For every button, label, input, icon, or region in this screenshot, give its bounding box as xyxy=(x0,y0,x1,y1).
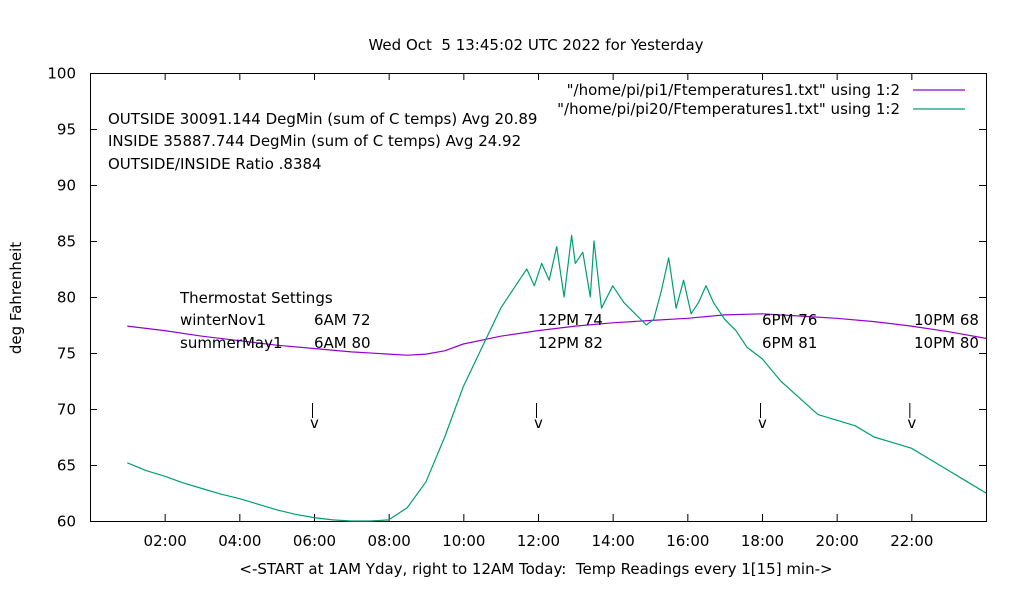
series-line-2 xyxy=(127,234,987,522)
winter-label: winterNov1 xyxy=(180,311,266,329)
x-tick-label-7: 16:00 xyxy=(666,532,709,550)
x-tick-label-0: 02:00 xyxy=(144,532,187,550)
stats-inside: INSIDE 35887.744 DegMin (sum of C temps)… xyxy=(108,132,521,150)
y-tick-label-7: 95 xyxy=(57,121,76,139)
marker-head-0: v xyxy=(310,414,319,432)
summer-setting-6pm: 6PM 81 xyxy=(762,334,817,352)
thermostat-annotation: Thermostat Settings winterNov1 6AM 72 12… xyxy=(179,289,979,352)
y-tick-label-6: 90 xyxy=(57,177,76,195)
x-tick-label-4: 10:00 xyxy=(442,532,485,550)
x-tick-label-6: 14:00 xyxy=(592,532,635,550)
plot-area: 02:00 04:00 06:00 08:00 10:00 12:00 14:00 16:00… xyxy=(47,65,987,550)
y-tick-label-0: 60 xyxy=(57,513,76,531)
x-tick-label-2: 06:00 xyxy=(293,532,336,550)
y-tick-label-8: 100 xyxy=(47,65,76,83)
winter-setting-12pm: 12PM 74 xyxy=(538,311,603,329)
legend-label-series-1: "/home/pi/pi1/Ftemperatures1.txt" using … xyxy=(567,81,900,99)
chart-title: Wed Oct 5 13:45:02 UTC 2022 for Yesterda… xyxy=(368,36,703,54)
winter-setting-6am: 6AM 72 xyxy=(314,311,371,329)
summer-setting-6am: 6AM 80 xyxy=(314,334,371,352)
stats-annotation: OUTSIDE 30091.144 DegMin (sum of C temps… xyxy=(108,110,537,173)
summer-setting-10pm: 10PM 80 xyxy=(914,334,979,352)
y-tick-label-3: 75 xyxy=(57,345,76,363)
winter-setting-6pm: 6PM 76 xyxy=(762,311,817,329)
marker-head-2: v xyxy=(758,414,767,432)
x-tick-label-10: 22:00 xyxy=(890,532,933,550)
x-tick-label-8: 18:00 xyxy=(741,532,784,550)
x-tick-label-9: 20:00 xyxy=(816,532,859,550)
axis-ticks: 02:00 04:00 06:00 08:00 10:00 12:00 14:00 16:00… xyxy=(47,65,986,550)
y-tick-label-5: 85 xyxy=(57,233,76,251)
summer-label: summerMay1 xyxy=(180,334,283,352)
legend-label-series-2: "/home/pi/pi20/Ftemperatures1.txt" using… xyxy=(557,100,900,118)
y-tick-label-2: 70 xyxy=(57,401,76,419)
y-tick-label-1: 65 xyxy=(57,457,76,475)
y-tick-label-4: 80 xyxy=(57,289,76,307)
x-tick-label-5: 12:00 xyxy=(517,532,560,550)
series-line-1 xyxy=(127,313,987,356)
x-tick-label-1: 04:00 xyxy=(218,532,261,550)
x-axis-label: <-START at 1AM Yday, right to 12AM Today… xyxy=(239,560,832,578)
marker-head-1: v xyxy=(534,414,543,432)
summer-setting-12pm: 12PM 82 xyxy=(538,334,603,352)
y-axis-label: deg Fahrenheit xyxy=(7,242,25,354)
thermostat-header: Thermostat Settings xyxy=(179,289,333,307)
stats-outside: OUTSIDE 30091.144 DegMin (sum of C temps… xyxy=(108,110,537,128)
winter-setting-10pm: 10PM 68 xyxy=(914,311,979,329)
x-tick-label-3: 08:00 xyxy=(368,532,411,550)
marker-head-3: v xyxy=(907,414,916,432)
series-lines xyxy=(127,234,987,522)
stats-ratio: OUTSIDE/INSIDE Ratio .8384 xyxy=(108,155,322,173)
legend: "/home/pi/pi1/Ftemperatures1.txt" using … xyxy=(557,81,965,118)
